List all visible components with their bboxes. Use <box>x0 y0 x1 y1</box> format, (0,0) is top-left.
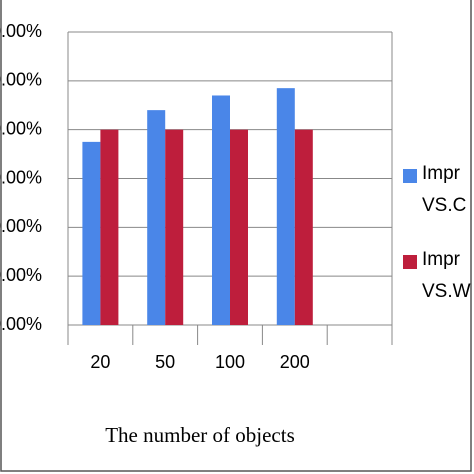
bar <box>294 129 313 325</box>
bar <box>147 110 166 325</box>
y-tick-label: 80.00% <box>0 118 42 138</box>
bar <box>276 88 295 326</box>
y-tick-label: 0.00% <box>0 314 42 334</box>
bar <box>82 141 101 325</box>
legend-swatch <box>403 169 417 183</box>
y-tick-label: 60.00% <box>0 167 42 187</box>
bar <box>212 95 230 325</box>
x-axis-title: The number of objects <box>105 423 295 447</box>
bar <box>165 129 184 325</box>
y-tick-label: 100.00% <box>0 70 42 90</box>
x-tick-label: 20 <box>90 352 110 372</box>
legend-label: Impr VS.W <box>422 249 471 302</box>
y-tick-label: 120.00% <box>0 21 42 41</box>
x-tick-label: 50 <box>155 352 175 372</box>
y-tick-label: 40.00% <box>0 216 42 236</box>
x-tick-label: 100 <box>215 352 245 372</box>
legend-label: Impr VS.C <box>422 163 467 216</box>
bar <box>230 129 248 325</box>
bar <box>100 129 119 325</box>
legend-swatch <box>403 255 417 269</box>
y-tick-label: 20.00% <box>0 265 42 285</box>
x-tick-label: 200 <box>280 352 310 372</box>
